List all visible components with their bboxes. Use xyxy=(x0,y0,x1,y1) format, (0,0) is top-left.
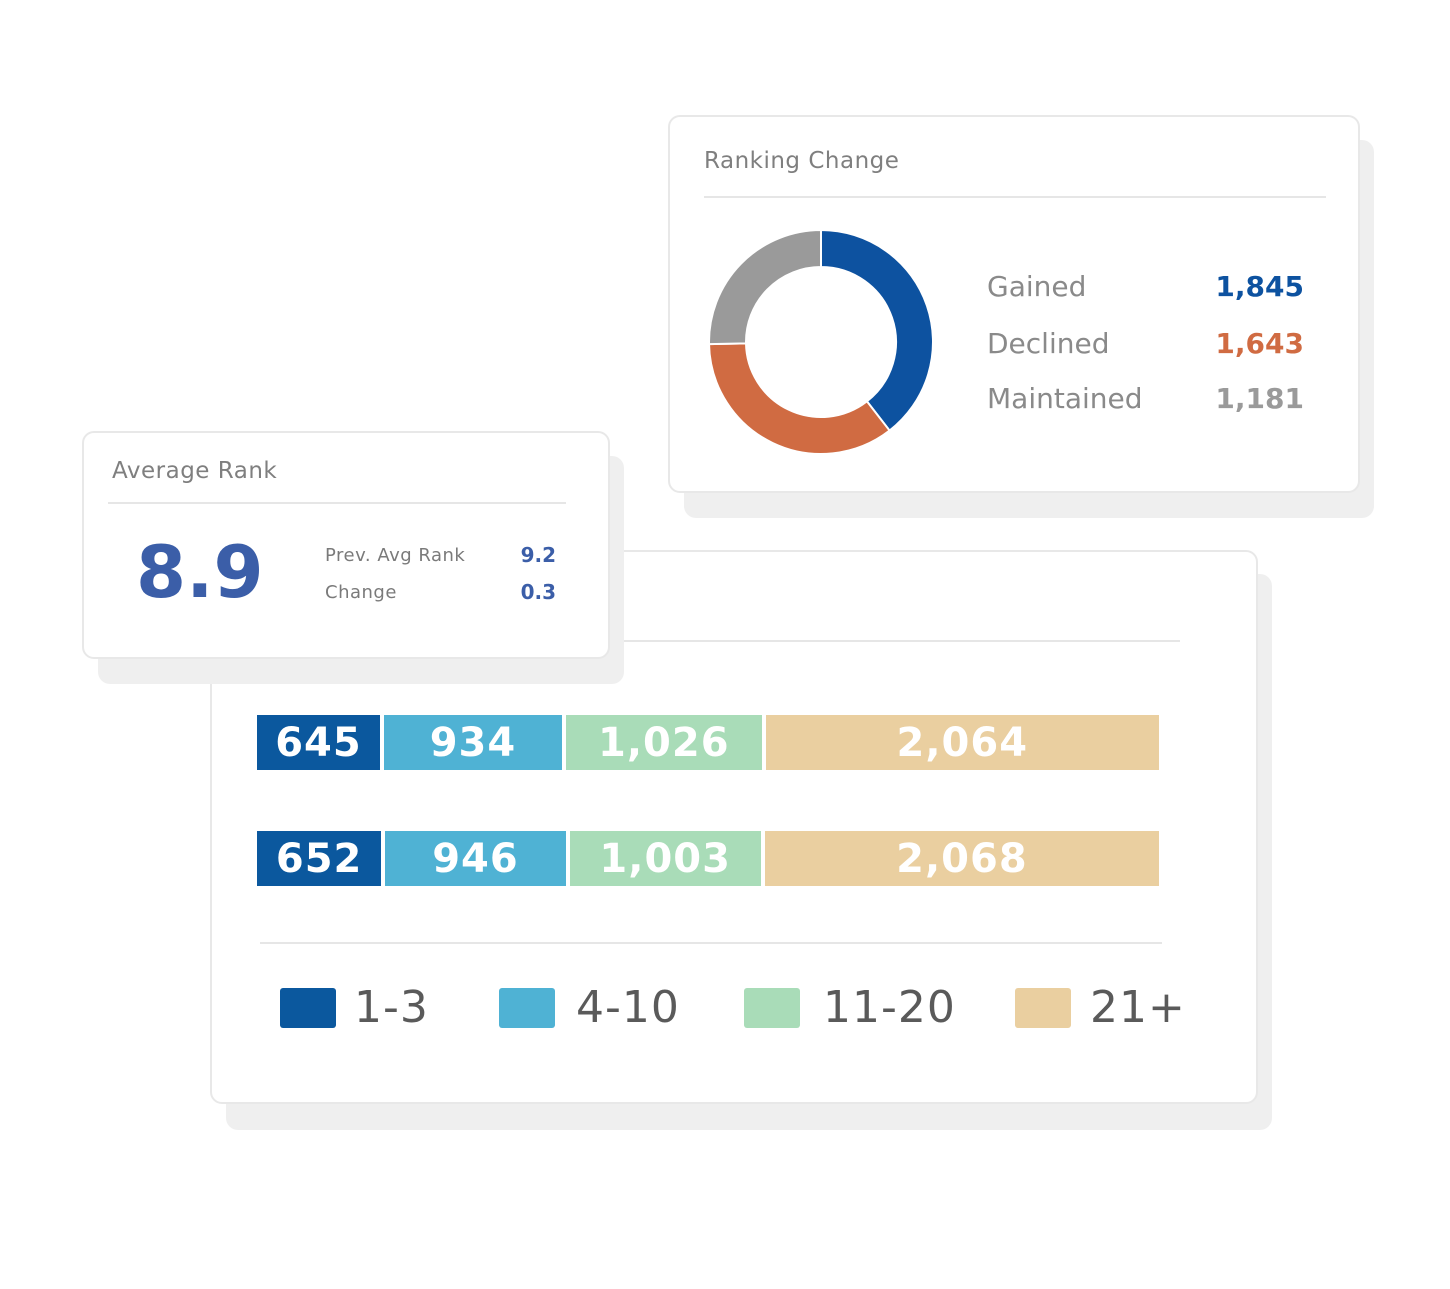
distribution-bar-row-2: 652 946 1,003 2,068 xyxy=(257,831,1159,886)
ranking-change-divider xyxy=(704,196,1326,198)
legend-label-4-10: 4-10 xyxy=(576,982,680,1033)
ranking-change-donut xyxy=(707,228,934,455)
donut-slice-declined xyxy=(707,342,891,455)
distribution-top-divider xyxy=(600,640,1180,642)
legend-label-1-3: 1-3 xyxy=(354,982,429,1033)
declined-value: 1,643 xyxy=(1215,327,1304,360)
gained-label: Gained xyxy=(987,270,1087,303)
segment-11-20: 1,003 xyxy=(569,831,761,886)
average-rank-title: Average Rank xyxy=(112,458,278,484)
average-rank-divider xyxy=(108,502,566,504)
donut-slice-maintained xyxy=(708,228,822,346)
legend-swatch-11-20 xyxy=(744,988,800,1028)
legend-divider xyxy=(260,942,1162,944)
gained-value: 1,845 xyxy=(1215,270,1304,303)
average-rank-card xyxy=(82,431,610,659)
change-value: 0.3 xyxy=(520,580,556,604)
prev-avg-rank-value: 9.2 xyxy=(520,543,556,567)
prev-avg-rank-label: Prev. Avg Rank xyxy=(325,545,466,566)
segment-1-3: 645 xyxy=(257,715,380,770)
segment-4-10: 946 xyxy=(385,831,566,886)
maintained-label: Maintained xyxy=(987,382,1143,415)
legend-label-21-plus: 21+ xyxy=(1090,982,1186,1033)
segment-21-plus: 2,068 xyxy=(764,831,1159,886)
declined-label: Declined xyxy=(987,327,1110,360)
legend-label-11-20: 11-20 xyxy=(823,982,956,1033)
ranking-change-title: Ranking Change xyxy=(704,148,900,174)
segment-1-3: 652 xyxy=(257,831,382,886)
segment-21-plus: 2,064 xyxy=(765,715,1159,770)
average-rank-value: 8.9 xyxy=(136,530,264,614)
legend-swatch-21-plus xyxy=(1015,988,1071,1028)
distribution-bar-row-1: 645 934 1,026 2,064 xyxy=(257,715,1159,770)
donut-slice-gained xyxy=(820,228,934,432)
legend-swatch-4-10 xyxy=(499,988,555,1028)
segment-11-20: 1,026 xyxy=(565,715,762,770)
maintained-value: 1,181 xyxy=(1215,382,1304,415)
segment-4-10: 934 xyxy=(383,715,562,770)
change-label: Change xyxy=(325,582,397,603)
legend-swatch-1-3 xyxy=(280,988,336,1028)
